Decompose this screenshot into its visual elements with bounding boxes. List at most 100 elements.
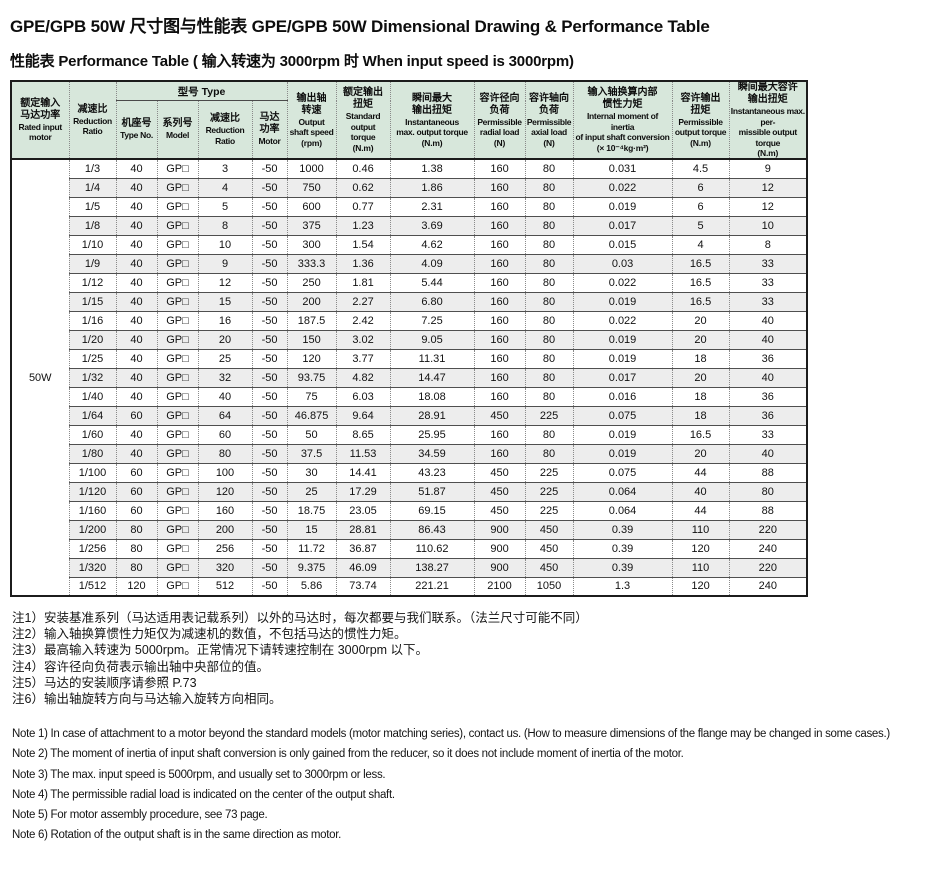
table-cell: 225: [524, 405, 574, 425]
table-cell: 120: [197, 481, 252, 501]
header-zh: 额定输出 扭矩: [343, 87, 384, 111]
table-cell: GP□: [156, 519, 198, 539]
table-cell: -50: [251, 405, 288, 425]
table-cell: 1.38: [389, 158, 475, 178]
table-cell: -50: [251, 253, 288, 273]
header-zh: 额定输入 马达功率: [20, 97, 61, 121]
table-cell: 0.019: [572, 443, 673, 463]
table-cell: -50: [251, 272, 288, 292]
table-cell: 7.25: [389, 310, 475, 330]
table-cell: GP□: [156, 158, 198, 178]
rated-motor-cell: 50W: [10, 158, 69, 596]
note-zh-2: 注2）输入轴换算惯性力矩仅为减速机的数值，不包括马达的惯性力矩。: [12, 627, 407, 642]
table-row: 1/5 40 GP□ 5 -50 600 0.77 2.31 160 80 0.019 6 12: [11, 196, 808, 216]
table-cell: 225: [524, 500, 574, 520]
table-cell: 20: [671, 310, 730, 330]
table-cell: 160: [473, 196, 526, 216]
header-en: Internal moment of inertia of input shaf…: [575, 111, 670, 143]
table-cell: 320: [197, 557, 252, 577]
table-cell: -50: [251, 158, 288, 178]
table-cell: 40: [115, 329, 157, 349]
table-cell: 900: [473, 538, 526, 558]
table-cell: 220: [728, 519, 808, 539]
table-cell: 11.53: [335, 443, 391, 463]
table-cell: -50: [251, 367, 288, 387]
table-row: 1/160 60 GP□ 160 -50 18.75 23.05 69.15 450 225 0.0…: [11, 500, 808, 520]
table-cell: 80: [115, 519, 157, 539]
notes-zh: 注1）安装基准系列（马达适用表记载系列）以外的马达时，每次都要与我们联系。（法兰…: [12, 610, 932, 707]
table-cell: 9.64: [335, 405, 391, 425]
header-zh: 输入轴换算内部 惯性力矩: [587, 87, 658, 111]
table-cell: 1/25: [68, 348, 116, 368]
table-cell: GP□: [156, 405, 198, 425]
table-cell: GP□: [156, 386, 198, 406]
table-cell: 1/5: [68, 196, 116, 216]
table-cell: 4: [197, 177, 252, 197]
table-row: 1/4 40 GP□ 4 -50 750 0.62 1.86 160 80 0.022 6 12: [11, 177, 808, 197]
col-header-instantaneous-max-permissible-output-torque: 瞬间最大容许 输出扭矩 Instantaneous max. per- miss…: [728, 81, 808, 159]
table-cell: GP□: [156, 500, 198, 520]
table-cell: 110: [671, 557, 730, 577]
table-cell: 60: [115, 481, 157, 501]
table-cell: 1.81: [335, 272, 391, 292]
table-cell: 0.019: [572, 348, 673, 368]
table-cell: 40: [115, 234, 157, 254]
table-row: 1/200 80 GP□ 200 -50 15 28.81 86.43 900 450 0.39 11…: [11, 519, 808, 539]
table-cell: 1/512: [68, 576, 116, 596]
table-cell: 3: [197, 158, 252, 178]
table-cell: 0.017: [572, 367, 673, 387]
table-cell: 18.08: [389, 386, 475, 406]
table-cell: 221.21: [389, 576, 475, 596]
table-cell: -50: [251, 291, 288, 311]
table-cell: 220: [728, 557, 808, 577]
table-cell: GP□: [156, 481, 198, 501]
table-cell: GP□: [156, 576, 198, 596]
header-zh: 容许轴向 负荷: [529, 92, 570, 116]
table-cell: 40: [197, 386, 252, 406]
table-cell: 250: [286, 272, 337, 292]
table-cell: 23.05: [335, 500, 391, 520]
table-cell: -50: [251, 424, 288, 444]
table-cell: 36: [728, 348, 808, 368]
table-cell: 43.23: [389, 462, 475, 482]
table-cell: 0.015: [572, 234, 673, 254]
table-cell: 0.075: [572, 462, 673, 482]
table-cell: 40: [115, 215, 157, 235]
note-en-5: Note 5) For motor assembly procedure, se…: [12, 809, 268, 822]
table-cell: 0.46: [335, 158, 391, 178]
header-zh: 输出轴 转速: [296, 92, 327, 116]
table-row: 1/512 120 GP□ 512 -50 5.86 73.74 221.21 2100 1050…: [11, 576, 808, 596]
note-zh-1: 注1）安装基准系列（马达适用表记载系列）以外的马达时，每次都要与我们联系。（法兰…: [12, 611, 588, 625]
table-cell: 50: [286, 424, 337, 444]
table-cell: 0.075: [572, 405, 673, 425]
table-cell: 0.022: [572, 177, 673, 197]
table-cell: 16.5: [671, 272, 730, 292]
table-cell: 1.23: [335, 215, 391, 235]
notes-en: Note 1) In case of attachment to a motor…: [12, 724, 932, 845]
table-cell: GP□: [156, 234, 198, 254]
table-cell: 110.62: [389, 538, 475, 558]
table-cell: GP□: [156, 291, 198, 311]
table-cell: 160: [473, 424, 526, 444]
table-cell: 160: [473, 291, 526, 311]
table-cell: 36: [728, 405, 808, 425]
table-cell: 33: [728, 291, 808, 311]
col-header-model: 系列号 Model: [156, 100, 198, 159]
table-cell: 69.15: [389, 500, 475, 520]
table-cell: 80: [524, 253, 574, 273]
table-cell: 120: [115, 576, 157, 596]
header-en: Rated input motor: [18, 121, 63, 143]
table-cell: 12: [728, 177, 808, 197]
table-cell: 0.62: [335, 177, 391, 197]
col-header-internal-moment-of-inertia: 输入轴换算内部 惯性力矩 Internal moment of inertia …: [572, 81, 673, 159]
table-cell: 0.019: [572, 291, 673, 311]
table-cell: 600: [286, 196, 337, 216]
header-en: Motor: [258, 136, 281, 147]
table-cell: 3.69: [389, 215, 475, 235]
table-cell: 160: [473, 215, 526, 235]
table-cell: 1/80: [68, 443, 116, 463]
table-cell: 40: [115, 177, 157, 197]
header-en: Permissible axial load: [526, 116, 572, 138]
table-cell: 0.031: [572, 158, 673, 178]
table-cell: -50: [251, 443, 288, 463]
